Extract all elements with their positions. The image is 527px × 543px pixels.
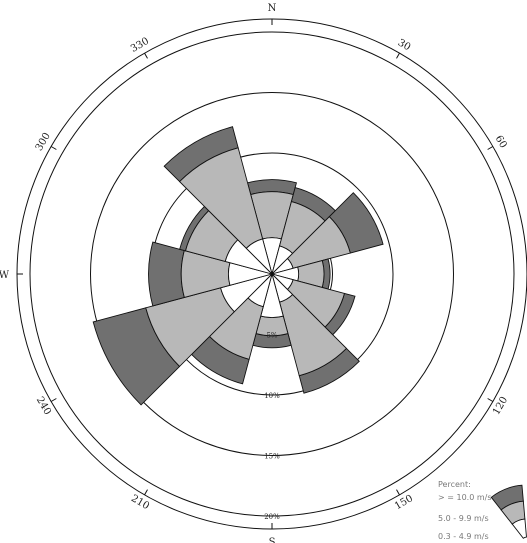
petal-180deg — [252, 272, 292, 349]
ring-label: 15% — [264, 453, 280, 461]
degree-label-150: 150 — [393, 493, 415, 512]
direction-label-N: N — [268, 3, 277, 14]
tick-30 — [396, 52, 400, 59]
ring-label: 20% — [264, 513, 280, 521]
legend-swatch-2 — [511, 518, 527, 539]
ring-label: 5% — [266, 332, 277, 340]
petal-240deg — [92, 273, 274, 406]
degree-label-300: 300 — [34, 131, 53, 153]
degree-label-330: 330 — [129, 36, 151, 55]
legend-label-low: 0.3 - 4.9 m/s — [438, 532, 489, 541]
petal-segment-low — [245, 238, 273, 276]
petal-90deg — [270, 258, 331, 290]
petal-segment-high — [148, 241, 185, 307]
legend-title: Percent: — [438, 480, 471, 489]
tick-60 — [487, 146, 494, 150]
petal-330deg — [163, 126, 273, 276]
degree-label-30: 30 — [396, 37, 413, 53]
petal-270deg — [148, 241, 274, 307]
degree-label-240: 240 — [34, 395, 53, 417]
petal-60deg — [270, 192, 384, 275]
legend: Percent: > = 10.0 m/s 5.0 - 9.9 m/s 0.3 … — [438, 480, 527, 541]
legend-swatches — [490, 484, 527, 539]
petal-210deg — [190, 272, 273, 385]
degree-label-60: 60 — [493, 134, 509, 151]
legend-label-mid: 5.0 - 9.9 m/s — [438, 514, 489, 523]
ring-20pct — [29, 31, 515, 517]
degree-label-120: 120 — [491, 395, 510, 417]
direction-label-S: S — [269, 537, 276, 543]
tick-120 — [487, 398, 494, 402]
petal-150deg — [271, 272, 360, 394]
tick-300 — [50, 146, 57, 150]
ring-label: 10% — [264, 392, 280, 400]
degree-label-210: 210 — [129, 493, 151, 512]
tick-240 — [50, 398, 57, 402]
direction-label-W: W — [0, 270, 10, 281]
wind-petals — [92, 126, 384, 406]
tick-330 — [144, 52, 148, 59]
ring-15pct — [90, 92, 454, 456]
tick-210 — [144, 489, 148, 496]
petal-300deg — [179, 205, 274, 275]
legend-label-high: > = 10.0 m/s — [438, 493, 492, 502]
petal-120deg — [270, 273, 356, 336]
tick-150 — [396, 489, 400, 496]
